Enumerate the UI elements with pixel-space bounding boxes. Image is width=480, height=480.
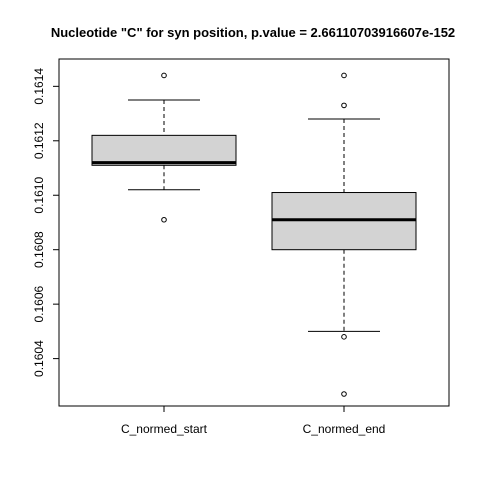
y-tick-label: 0.1614 — [32, 68, 46, 105]
x-tick-label: C_normed_start — [121, 422, 208, 436]
outlier-point — [341, 72, 347, 79]
outlier-point — [341, 334, 347, 340]
plot-area: 0.1604 0.1606 0.1608 0.1610 0.1612 0.1614 C_no… — [32, 58, 450, 436]
plot-frame — [58, 58, 450, 407]
chart-title: Nucleotide "C" for syn position, p.value… — [51, 25, 455, 40]
iqr-box — [91, 134, 237, 166]
outlier-point — [341, 391, 347, 397]
outlier-point — [341, 102, 347, 109]
y-tick-label: 0.1606 — [32, 285, 46, 322]
y-tick-label: 0.1610 — [32, 177, 46, 214]
outlier-point — [161, 72, 167, 79]
y-tick-label: 0.1612 — [32, 122, 46, 159]
y-tick-label: 0.1608 — [32, 231, 46, 268]
y-tick-label: 0.1604 — [32, 340, 46, 377]
x-tick-label: C_normed_end — [303, 422, 386, 436]
outlier-point — [161, 216, 167, 223]
